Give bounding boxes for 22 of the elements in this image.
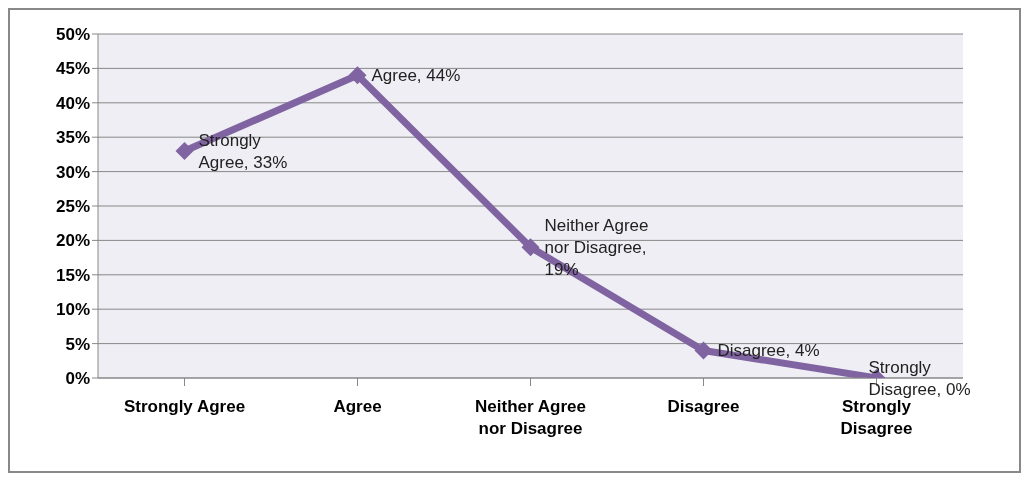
y-tick-label: 25% [55,197,90,217]
x-tick-label: Disagree [667,397,740,416]
data-label: Agree, 44% [371,66,461,86]
y-tick-label: 15% [55,265,90,285]
y-tick-label: 10% [55,300,90,320]
point [521,238,540,257]
data-label: Strongly Disagree, 0% [868,358,971,399]
point [348,66,367,85]
data-label: Disagree, 4% [717,341,820,361]
x-tick-label: Neither Agree nor Disagree [475,397,586,438]
x-tick-label: Strongly Disagree [840,397,913,438]
x-tick-label: Agree [333,397,382,416]
y-tick-label: 35% [55,128,90,148]
y-tick-label: 40% [55,93,90,113]
y-tick-label: 50% [55,25,90,45]
x-tick-label: Strongly Agree [123,397,246,416]
point [175,141,194,160]
y-tick-label: 45% [55,59,90,79]
y-tick-label: 5% [65,334,90,354]
y-tick-label: 20% [55,231,90,251]
y-tick-label: 30% [55,162,90,182]
y-tick-label: 0% [65,369,90,389]
